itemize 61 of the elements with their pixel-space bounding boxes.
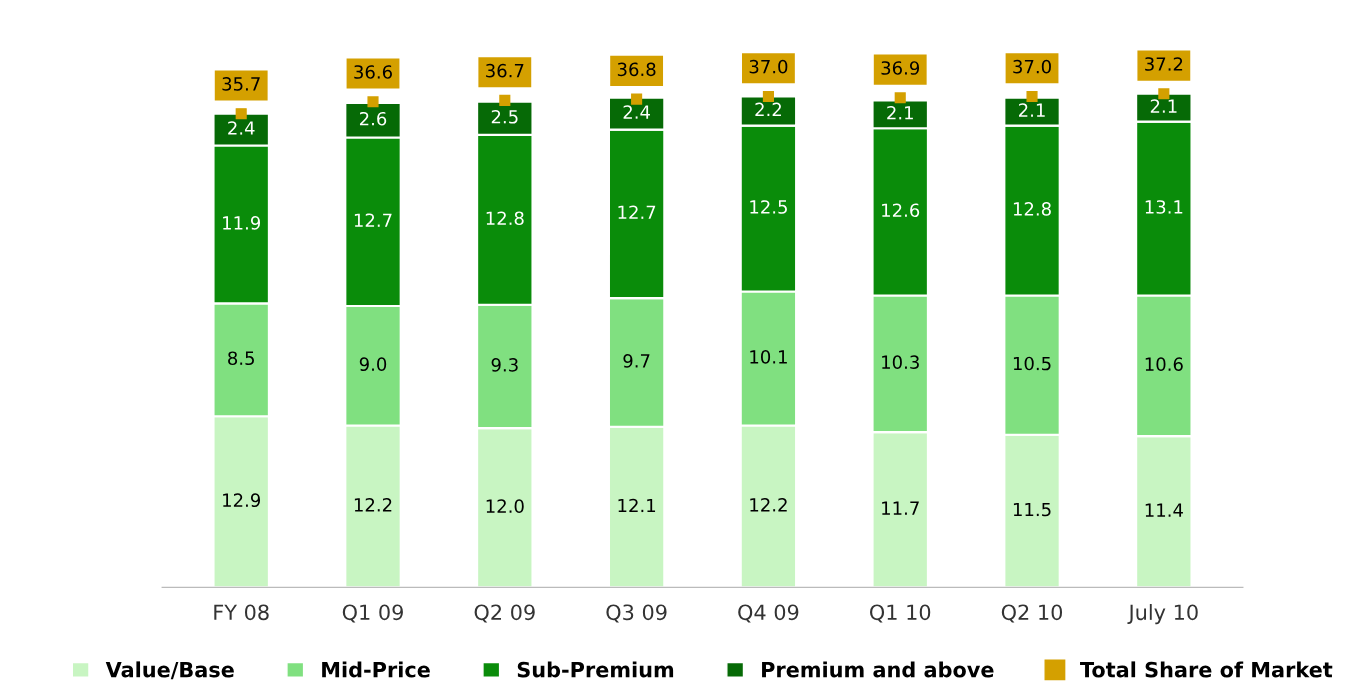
data-label: 12.7 <box>618 205 656 219</box>
data-label: 13.1 <box>1145 200 1183 214</box>
data-label: 2.1 <box>1150 99 1177 113</box>
data-label: 2.1 <box>887 105 913 120</box>
data-label: 8.5 <box>228 351 254 366</box>
point <box>762 90 774 102</box>
point <box>367 96 379 108</box>
data-label: 12.2 <box>750 498 787 512</box>
data-label: 12.8 <box>486 211 524 226</box>
data-label: 2.5 <box>491 109 518 124</box>
data-label: 12.7 <box>354 213 392 227</box>
data-label: 10.1 <box>750 350 787 364</box>
data-label: 12.2 <box>354 498 392 512</box>
x-tick-label: Q4 09 <box>738 604 799 623</box>
data-label: 11.9 <box>223 216 261 230</box>
legend-label: Premium and above <box>762 661 994 678</box>
x-tick-label: Q2 09 <box>474 604 535 623</box>
data-label: 2.4 <box>228 121 255 135</box>
data-label: 12.5 <box>750 200 787 214</box>
data-label: 2.2 <box>755 102 781 117</box>
x-tick-label: Q3 09 <box>606 604 667 623</box>
point <box>894 92 906 104</box>
data-label: 11.4 <box>1145 503 1183 517</box>
legend-label: Total Share of Market <box>1080 661 1333 678</box>
point <box>1158 88 1170 100</box>
data-label: 2.1 <box>1019 103 1045 117</box>
data-label: 2.4 <box>623 105 650 119</box>
data-label: 10.5 <box>1013 356 1051 371</box>
data-label: 37.0 <box>749 59 788 74</box>
legend-label: Value/Base <box>105 661 234 680</box>
data-label: 10.3 <box>882 355 919 370</box>
data-label: 35.7 <box>222 77 260 91</box>
data-label: 11.7 <box>882 501 919 515</box>
data-label: 9.7 <box>623 354 650 368</box>
x-tick-label: Q2 10 <box>1001 604 1063 623</box>
legend-label: Mid-Price <box>322 661 430 678</box>
data-label: 37.0 <box>1013 59 1051 74</box>
data-label: 12.1 <box>618 498 656 513</box>
data-label: 9.3 <box>491 358 518 372</box>
data-label: 12.6 <box>882 203 920 218</box>
data-label: 36.8 <box>617 62 656 77</box>
data-label: 12.8 <box>1013 202 1051 216</box>
data-label: 37.2 <box>1145 57 1183 71</box>
data-label: 12.0 <box>486 499 524 513</box>
x-tick-label: July 10 <box>1127 604 1198 625</box>
data-label: 11.5 <box>1013 502 1051 517</box>
data-label: 36.6 <box>354 65 392 79</box>
legend-label: Sub-Premium <box>517 661 674 678</box>
data-label: 36.7 <box>486 63 524 78</box>
data-label: 36.9 <box>881 61 920 75</box>
data-label: 12.9 <box>223 493 261 508</box>
data-label: 10.6 <box>1145 357 1183 372</box>
x-tick-label: Q1 10 <box>870 604 931 623</box>
point <box>235 108 247 120</box>
data-label: 9.0 <box>359 357 387 372</box>
point <box>631 93 643 105</box>
x-tick-label: FY 08 <box>214 604 269 621</box>
x-tick-label: Q1 09 <box>342 604 403 623</box>
data-label: 2.6 <box>359 111 387 126</box>
point <box>499 94 511 106</box>
point <box>1026 90 1038 102</box>
